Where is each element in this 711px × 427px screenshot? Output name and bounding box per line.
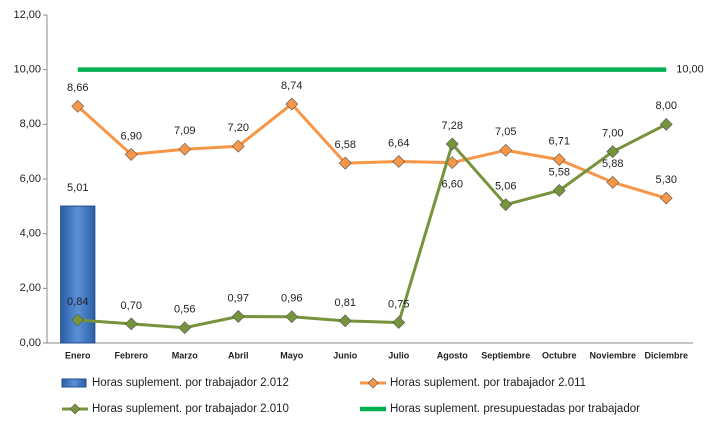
data-label: 8,74: [281, 80, 302, 92]
x-tick-label: Marzo: [172, 350, 199, 360]
point-marker: [552, 184, 566, 197]
data-label: 5,06: [495, 181, 516, 193]
x-tick-label: Febrero: [114, 350, 148, 360]
data-label: 6,58: [335, 139, 356, 151]
point-marker: [392, 155, 406, 168]
point-marker: [499, 143, 513, 157]
x-tick-label: Abril: [228, 350, 249, 360]
legend-label: Horas suplement. por trabajador 2.010: [92, 403, 289, 415]
data-label: 6,90: [121, 130, 142, 142]
point-marker: [124, 317, 138, 331]
x-tick-label: Agosto: [437, 350, 468, 360]
data-label: 8,00: [656, 100, 677, 112]
data-label: 0,70: [121, 300, 142, 312]
data-label: 0,81: [335, 297, 356, 309]
y-tick-label: 0,00: [20, 337, 41, 349]
point-marker: [338, 156, 352, 170]
data-label: 6,60: [442, 179, 463, 191]
data-label: 0,84: [67, 296, 88, 308]
data-label: 7,20: [228, 122, 249, 134]
point-marker: [231, 139, 245, 153]
data-label: 0,75: [388, 298, 409, 310]
data-label: 0,56: [174, 304, 195, 316]
point-marker: [338, 314, 352, 328]
point-marker: [124, 147, 138, 161]
legend-marker: [69, 403, 81, 415]
legend-label: Horas suplement. por trabajador 2.012: [92, 377, 289, 389]
legend-label: Horas suplement. por trabajador 2.011: [390, 377, 586, 389]
point-marker: [231, 310, 245, 323]
data-label: 0,96: [281, 293, 302, 305]
point-marker: [659, 117, 673, 131]
data-label: 7,09: [174, 125, 195, 137]
series-line: [76, 102, 667, 200]
data-label: 5,88: [602, 158, 623, 170]
point-marker: [285, 310, 299, 324]
x-tick-label: Enero: [65, 350, 91, 360]
point-marker: [392, 316, 406, 329]
legend-swatch: [61, 378, 87, 388]
y-tick-label: 8,00: [20, 118, 41, 130]
data-label: 5,01: [67, 182, 88, 194]
legend-marker: [367, 377, 379, 389]
series-line: [77, 122, 667, 330]
y-tick-label: 10,00: [13, 64, 41, 76]
y-tick-label: 4,00: [20, 228, 41, 240]
x-tick-label: Diciembre: [644, 350, 688, 360]
point-marker: [659, 191, 673, 205]
data-label: 6,64: [388, 137, 409, 149]
data-label: 7,05: [495, 126, 516, 138]
point-marker: [285, 97, 299, 111]
point-marker: [552, 153, 566, 167]
point-marker: [71, 99, 85, 113]
y-tick-label: 2,00: [20, 282, 41, 294]
x-tick-label: Septiembre: [481, 350, 530, 360]
legend-label: Horas suplement. presupuestadas por trab…: [390, 403, 640, 415]
data-label: 10,00: [676, 64, 704, 76]
data-label: 7,28: [442, 120, 463, 132]
point-marker: [445, 137, 459, 151]
y-tick-label: 12,00: [13, 9, 41, 21]
data-label: 8,66: [67, 82, 88, 94]
y-tick-label: 6,00: [20, 173, 41, 185]
data-label: 0,97: [228, 292, 249, 304]
data-label: 5,58: [549, 166, 570, 178]
x-tick-label: Noviembre: [589, 350, 636, 360]
point-marker: [178, 321, 192, 335]
x-tick-label: Julio: [388, 350, 410, 360]
x-tick-label: Octubre: [542, 350, 577, 360]
point-marker: [499, 198, 513, 212]
data-label: 5,30: [656, 174, 677, 186]
data-label: 6,71: [549, 135, 570, 147]
x-tick-label: Junio: [333, 350, 358, 360]
point-marker: [606, 175, 620, 189]
point-marker: [71, 313, 85, 327]
point-marker: [178, 142, 192, 156]
data-label: 7,00: [602, 128, 623, 140]
x-tick-label: Mayo: [280, 350, 304, 360]
point-marker: [606, 145, 620, 159]
